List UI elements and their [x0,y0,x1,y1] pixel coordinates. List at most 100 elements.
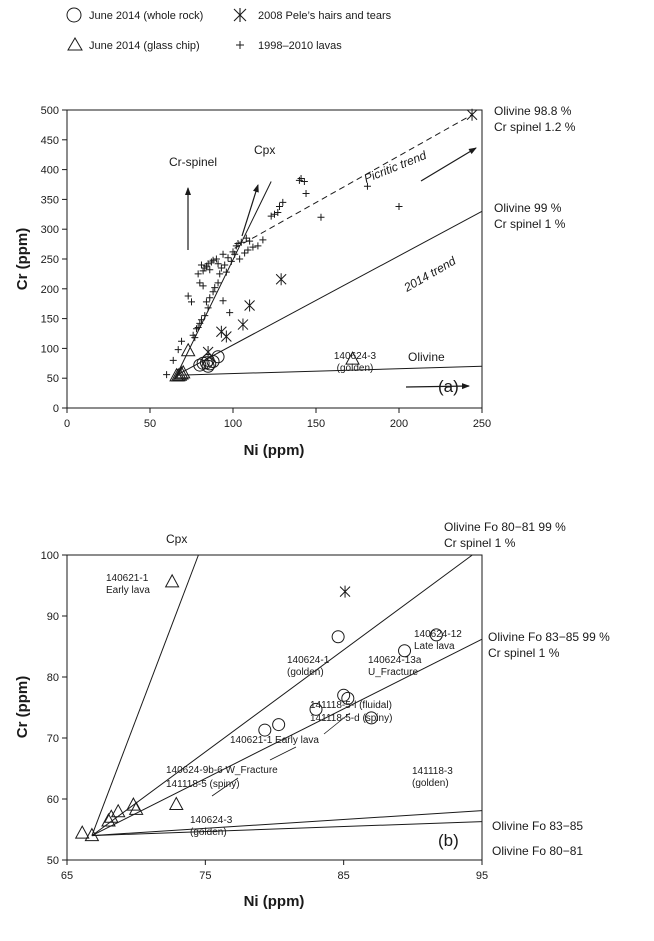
sample-141118-3-sub: (golden) [412,778,449,789]
x-tick-label: 75 [199,870,211,882]
1998-2010-lavas-point [234,240,242,248]
olivine-fo-80-81-label: Olivine Fo 80−81 [492,844,583,858]
sample-141118-3-label: 141118-3 [412,766,453,777]
sample-140621-1-early-label: 140621-1 Early lava [230,735,319,746]
olivine-trend-line-a [176,365,483,376]
1998-2010-lavas-point [188,298,195,306]
june-2014-glass-chip-point [170,367,186,382]
june-2014-glass-chip-point [110,803,126,818]
june-2014-whole-rock-point [203,357,217,371]
sample-141118-5-d-label: 141118-5-d (spiny) [310,713,392,724]
y-tick-label: 70 [47,733,59,745]
1998-2010-lavas-point [199,282,207,290]
1998-2010-lavas-point [207,258,215,266]
1998-2010-lavas-point [201,312,209,320]
1998-2010-lavas-point [196,319,204,327]
picritic-arrow [420,147,477,182]
1998-2010-lavas-point [174,346,182,354]
callout-line-1 [323,712,351,735]
1998-2010-lavas-point [363,182,371,190]
1998-2010-lavas-point [237,238,245,246]
panel-b-y-axis-label: Cr (ppm) [14,676,31,739]
y-tick-label: 50 [47,373,59,385]
1998-2010-lavas-point [259,236,267,244]
panel-a-axis-ticks: 0 50 100 150 200 250 0 50 100 150 200 250 300 350 400 4… [41,105,492,430]
x-tick-label: 150 [307,418,325,430]
1998-2010-lavas-point [202,298,210,306]
1998-2010-lavas-point [163,371,171,379]
june-2014-glass-chip-point [172,367,188,381]
1998-2010-lavas-point [302,189,310,197]
1998-2010-lavas-point [194,270,202,278]
sample-140624-9b-6-label: 140624-9b-6 W_Fracture [166,765,278,776]
june-2014-whole-rock-point [258,723,272,737]
y-tick-label: 60 [47,794,59,806]
y-tick-label: 100 [41,550,59,562]
1998-2010-lavas-point [197,261,205,269]
1998-2010-lavas-point [267,212,275,220]
cr-spinel-1-label-b1: Cr spinel 1 % [444,536,516,550]
sample-140624-12-sub: Late lava [414,641,455,652]
olivine-fo-80-81-99-label: Olivine Fo 80−81 99 % [444,520,566,534]
june-2014-glass-chip-point [175,364,191,379]
1998-2010-lavas-point [204,260,212,268]
trend-2014-label: 2014 trend [401,254,459,295]
x-tick-label: 50 [144,418,156,430]
1998-2010-lavas-point [295,176,303,184]
1998-2010-lavas-point [211,284,219,292]
sample-140624-12-label: 140624-12 [414,629,462,640]
june-2014-whole-rock-point [331,630,345,644]
1998-2010-lavas-point [241,249,249,257]
1998-2010-lavas-point [212,255,220,263]
june-2014-whole-rock-point [429,628,443,642]
olivine-98-8-label: Olivine 98.8 % [494,104,572,118]
legend-lavas-label: 1998–2010 lavas [258,40,342,52]
1998-2010-lavas-point [169,356,177,364]
olivine-fo-83-85-99-line [91,638,483,837]
1998-2010-lavas-point [236,255,244,263]
1998-2010-lavas-point [209,256,217,264]
trend-2014-line [176,210,483,376]
june-2014-glass-chip-point [128,801,144,815]
panel-b-trend-lines [91,554,483,837]
y-tick-label: 200 [41,284,59,296]
2008-pele-s-hairs-and-tears-point [275,273,287,286]
x-tick-label: 85 [338,870,350,882]
panel-b-label: (b) [438,831,459,850]
sample-141118-5-l-label: 141118-5-l (fluidal) [310,700,392,711]
1998-2010-lavas-point [206,266,214,274]
olivine-99-label: Olivine 99 % [494,201,562,215]
olivine-label-a: Olivine [408,350,445,364]
1998-2010-lavas-point [219,250,227,258]
june-2014-whole-rock-point [193,358,207,372]
cpx-label-a: Cpx [254,143,275,157]
sample-140624-1-label: 140624-1 [287,655,330,666]
legend-pele-marker [233,8,247,22]
sample-140621-1-sub: Early lava [106,585,150,596]
legend-lavas-marker [236,41,244,49]
panel-b-axis-ticks: 65 75 85 95 50 60 70 80 90 100 [41,550,488,882]
sample-141118-5-spiny-label: 141118-5 (spiny) [166,779,240,790]
sample-140621-1-label: 140621-1 [106,573,149,584]
june-2014-whole-rock-point [309,702,323,716]
y-tick-label: 0 [53,403,59,415]
legend-pele-label: 2008 Pele’s hairs and tears [258,10,392,22]
cr-spinel-1-2-label: Cr spinel 1.2 % [494,120,576,134]
1998-2010-lavas-point [219,297,227,305]
1998-2010-lavas-point [249,243,257,251]
1998-2010-lavas-point [221,261,229,269]
june-2014-whole-rock-point [206,355,220,369]
olivine-fo-80-81-line [91,821,483,837]
1998-2010-lavas-point [300,178,308,186]
1998-2010-lavas-point [194,324,202,332]
1998-2010-lavas-point [244,246,252,254]
panel-b-data-marks [74,573,443,842]
y-tick-label: 100 [41,343,59,355]
1998-2010-lavas-point [222,268,230,276]
olivine-fo-80-81-99-line [91,554,473,837]
cpx-trend-line-a [176,181,272,376]
1998-2010-lavas-point [226,309,234,317]
y-tick-label: 250 [41,254,59,266]
